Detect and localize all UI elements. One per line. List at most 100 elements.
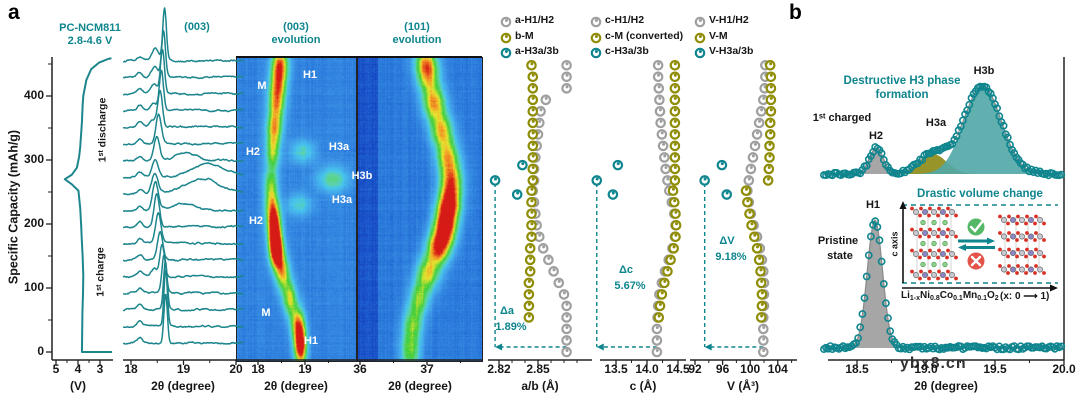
tick-label: 2.85 bbox=[526, 362, 550, 376]
scatter-marker-dot bbox=[673, 119, 677, 123]
scatter-marker bbox=[764, 129, 776, 140]
scatter-marker bbox=[553, 277, 565, 289]
xrd-data-point bbox=[963, 106, 972, 115]
metal-atom bbox=[949, 230, 955, 236]
scatter-marker-dot bbox=[531, 165, 535, 169]
oxygen-atom bbox=[927, 255, 931, 260]
scatter-marker-dot bbox=[547, 256, 551, 260]
metal-atom bbox=[913, 272, 919, 278]
scatter-marker bbox=[764, 117, 776, 129]
xrd-data-point bbox=[1027, 343, 1036, 352]
scatter-marker bbox=[659, 266, 671, 277]
first-charge-label: 1ˢᵗ charge bbox=[94, 247, 107, 297]
formula-part: 0.1 bbox=[953, 295, 963, 302]
scatter-marker bbox=[669, 163, 681, 175]
xrd-scan-curve bbox=[122, 158, 244, 179]
xrd-data-point bbox=[1010, 149, 1019, 157]
scatter-marker bbox=[716, 159, 728, 171]
scatter-marker bbox=[749, 140, 761, 152]
xrd-data-point bbox=[933, 145, 942, 154]
oxygen-atom bbox=[1006, 271, 1010, 275]
xrd-data-point bbox=[841, 344, 850, 353]
scatter-marker bbox=[762, 175, 774, 186]
xrd-data-point bbox=[1001, 130, 1010, 139]
formula-part: 0.8 bbox=[930, 295, 940, 302]
xrd-data-point bbox=[991, 343, 999, 352]
scatter-marker-dot bbox=[673, 165, 677, 169]
scatter-marker bbox=[669, 59, 681, 71]
scatter-marker-dot bbox=[531, 177, 535, 181]
scatter-marker-dot bbox=[769, 96, 773, 100]
first-charged-label: 1ˢᵗ charged bbox=[812, 112, 872, 124]
peak-fill-H3a bbox=[877, 154, 989, 174]
contour-phase-label: M bbox=[261, 307, 271, 319]
scatter-marker bbox=[669, 94, 681, 106]
scatter-marker-dot bbox=[530, 199, 534, 203]
scatter-marker-dot bbox=[527, 314, 531, 318]
xrd-data-point bbox=[926, 149, 935, 157]
legend-item-label: V-M bbox=[709, 30, 728, 42]
xrd-data-point bbox=[1036, 343, 1044, 352]
scatter-marker-dot bbox=[703, 177, 707, 181]
xrd-data-point bbox=[873, 144, 882, 153]
xrd-data-point bbox=[939, 143, 948, 152]
metal-atom bbox=[1001, 217, 1007, 223]
legend-item-label: a-H1/H2 bbox=[515, 14, 555, 26]
xrd-scan-curve bbox=[122, 193, 244, 229]
scatter-marker bbox=[662, 266, 673, 277]
xrd-data-point bbox=[826, 342, 835, 350]
scatter-marker-dot bbox=[762, 279, 766, 283]
cross-icon bbox=[967, 252, 985, 270]
xrd-data-point bbox=[1027, 165, 1036, 174]
oxygen-atom bbox=[998, 214, 1002, 219]
scatter-marker-dot bbox=[533, 177, 536, 181]
xrd-data-point bbox=[901, 168, 910, 177]
metal-atom bbox=[1037, 217, 1043, 223]
scatter-marker-dot bbox=[594, 19, 598, 22]
scatter-marker bbox=[742, 185, 753, 197]
guide-arrowhead bbox=[596, 343, 604, 351]
xrd-scan-curve bbox=[122, 293, 244, 345]
scatter-marker bbox=[758, 323, 769, 335]
panel-a-letter: a bbox=[8, 1, 20, 24]
xrd-data-point bbox=[830, 168, 839, 177]
xrd-data-point bbox=[843, 170, 852, 179]
contour-003-heatmap bbox=[236, 57, 357, 362]
scatter-marker bbox=[669, 71, 681, 83]
xrd-data-point bbox=[950, 135, 959, 144]
scatter-marker-dot bbox=[762, 325, 766, 329]
xrd-data-point bbox=[918, 344, 927, 353]
scatter-marker-dot bbox=[552, 268, 556, 272]
scatter-marker bbox=[669, 83, 681, 94]
scatter-marker bbox=[527, 163, 539, 175]
xrd-data-point bbox=[986, 343, 995, 352]
xrd-data-point bbox=[854, 334, 862, 342]
legend-item-label: c-H3a/3b bbox=[605, 45, 649, 57]
scatter-marker-dot bbox=[698, 50, 702, 53]
xrd-data-point bbox=[890, 338, 899, 346]
scatter-marker-dot bbox=[504, 19, 508, 22]
scatter-marker-dot bbox=[672, 245, 676, 249]
scatter-marker bbox=[528, 163, 540, 175]
scatter-marker bbox=[669, 117, 681, 129]
scatter-marker bbox=[751, 243, 763, 254]
scatter-marker-dot bbox=[533, 199, 536, 203]
check-icon-mark bbox=[969, 220, 984, 233]
scatter-marker-dot bbox=[769, 131, 773, 135]
scatter-marker-dot bbox=[666, 177, 670, 181]
xrd-data-point bbox=[905, 165, 914, 174]
xrd-scan-curve bbox=[122, 254, 244, 295]
xrd-data-point bbox=[845, 343, 854, 351]
metal-atom bbox=[931, 209, 937, 215]
xrd-data-point bbox=[884, 314, 892, 322]
scatter-marker-dot bbox=[764, 73, 768, 77]
metal-atom bbox=[949, 251, 955, 257]
xrd-data-point bbox=[856, 169, 865, 178]
oxygen-atom bbox=[945, 234, 949, 239]
xrd-data-point bbox=[892, 169, 901, 178]
xrd-data-point bbox=[986, 89, 995, 98]
xrd-data-point bbox=[912, 342, 920, 351]
xrd-data-point bbox=[864, 155, 873, 164]
scatter-marker bbox=[765, 83, 777, 94]
oxygen-atom bbox=[1042, 271, 1046, 275]
